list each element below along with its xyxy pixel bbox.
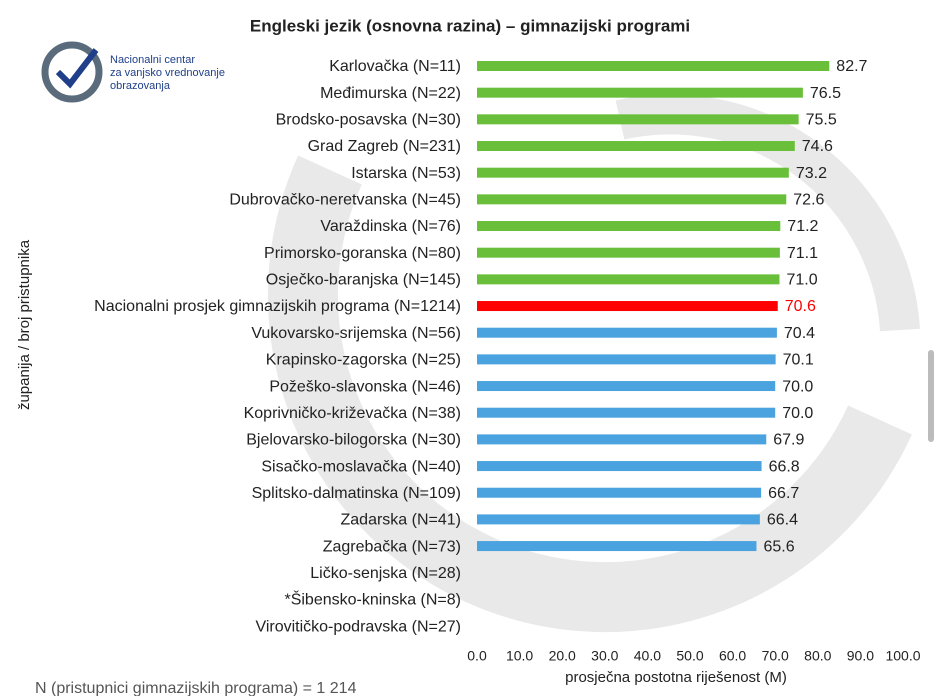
- y-tick-label: Međimurska (N=22): [320, 85, 461, 102]
- y-tick-label: Požeško-slavonska (N=46): [269, 378, 461, 395]
- y-tick-label: Grad Zagreb (N=231): [308, 138, 461, 155]
- bar: [477, 541, 757, 552]
- bar: [477, 247, 780, 258]
- value-label: 71.1: [787, 245, 818, 262]
- x-tick-label: 90.0: [847, 648, 874, 664]
- bar: [477, 327, 777, 338]
- y-tick-label: Ličko-senjska (N=28): [310, 565, 461, 582]
- value-label: 70.1: [783, 352, 814, 369]
- bar: [477, 461, 762, 472]
- y-tick-label: Splitsko-dalmatinska (N=109): [252, 485, 461, 502]
- y-tick-label: Dubrovačko-neretvanska (N=45): [229, 192, 461, 209]
- logo: Nacionalni centar za vanjsko vrednovanje…: [41, 41, 225, 103]
- x-tick-label: 100.0: [885, 648, 920, 664]
- bar: [477, 87, 803, 98]
- y-tick-label: Nacionalni prosjek gimnazijskih programa…: [94, 298, 461, 315]
- bar: [477, 167, 789, 178]
- y-tick-label: Zadarska (N=41): [341, 512, 462, 529]
- logo-text: obrazovanja: [110, 80, 171, 92]
- x-tick-label: 0.0: [467, 648, 487, 664]
- x-tick-label: 10.0: [506, 648, 533, 664]
- y-tick-label: Bjelovarsko-bilogorska (N=30): [246, 432, 461, 449]
- y-tick-label: Brodsko-posavska (N=30): [276, 112, 461, 129]
- bar: [477, 301, 778, 312]
- x-axis-label: prosječna postotna riješenost (M): [565, 669, 787, 686]
- y-tick-label: *Šibensko-kninska (N=8): [284, 590, 461, 609]
- value-label: 72.6: [793, 192, 824, 209]
- y-tick-label: Varaždinska (N=76): [320, 218, 461, 235]
- value-label: 71.0: [786, 272, 817, 289]
- value-label: 66.4: [767, 512, 798, 529]
- value-label: 71.2: [787, 218, 818, 235]
- bar: [477, 354, 776, 365]
- x-tick-label: 70.0: [762, 648, 789, 664]
- y-tick-label: Vukovarsko-srijemska (N=56): [251, 325, 461, 342]
- y-tick-label: Zagrebačka (N=73): [323, 538, 461, 555]
- x-tick-label: 80.0: [804, 648, 831, 664]
- x-tick-label: 50.0: [676, 648, 703, 664]
- value-label: 82.7: [836, 58, 867, 75]
- bar: [477, 487, 762, 498]
- bar: [477, 434, 767, 445]
- scrollbar[interactable]: [928, 350, 934, 442]
- bar: [477, 407, 776, 418]
- y-tick-label: Sisačko-moslavačka (N=40): [261, 458, 461, 475]
- logo-text: Nacionalni centar: [110, 54, 195, 66]
- bar: [477, 194, 787, 205]
- value-label: 67.9: [773, 432, 804, 449]
- value-label: 70.6: [785, 298, 816, 315]
- y-tick-label: Osječko-baranjska (N=145): [266, 272, 461, 289]
- y-tick-label: Koprivničko-križevačka (N=38): [244, 405, 461, 422]
- bar: [477, 381, 776, 392]
- value-label: 76.5: [810, 85, 841, 102]
- y-tick-label: Primorsko-goranska (N=80): [264, 245, 461, 262]
- x-tick-label: 60.0: [719, 648, 746, 664]
- y-axis-label: županija / broj pristupnika: [16, 239, 33, 410]
- y-tick-label: Krapinsko-zagorska (N=25): [266, 352, 461, 369]
- y-tick-label: Virovitičko-podravska (N=27): [255, 618, 461, 635]
- bar: [477, 114, 799, 125]
- value-label: 70.0: [782, 378, 813, 395]
- x-tick-label: 20.0: [549, 648, 576, 664]
- bar: [477, 141, 795, 152]
- y-tick-label: Istarska (N=53): [351, 165, 461, 182]
- bar: [477, 274, 780, 285]
- x-tick-label: 30.0: [591, 648, 618, 664]
- value-label: 66.8: [769, 458, 800, 475]
- chart-title: Engleski jezik (osnovna razina) – gimnaz…: [250, 16, 690, 35]
- value-label: 70.0: [782, 405, 813, 422]
- bar: [477, 514, 760, 525]
- value-label: 74.6: [802, 138, 833, 155]
- bar: [477, 221, 781, 232]
- footnote: N (pristupnici gimnazijskih programa) = …: [35, 680, 357, 696]
- bar: [477, 61, 830, 71]
- value-label: 73.2: [796, 165, 827, 182]
- x-tick-label: 40.0: [634, 648, 661, 664]
- y-tick-label: Karlovačka (N=11): [329, 58, 461, 75]
- value-label: 65.6: [763, 538, 794, 555]
- value-label: 75.5: [806, 112, 837, 129]
- logo-text: za vanjsko vrednovanje: [110, 67, 225, 79]
- value-label: 70.4: [784, 325, 815, 342]
- value-label: 66.7: [768, 485, 799, 502]
